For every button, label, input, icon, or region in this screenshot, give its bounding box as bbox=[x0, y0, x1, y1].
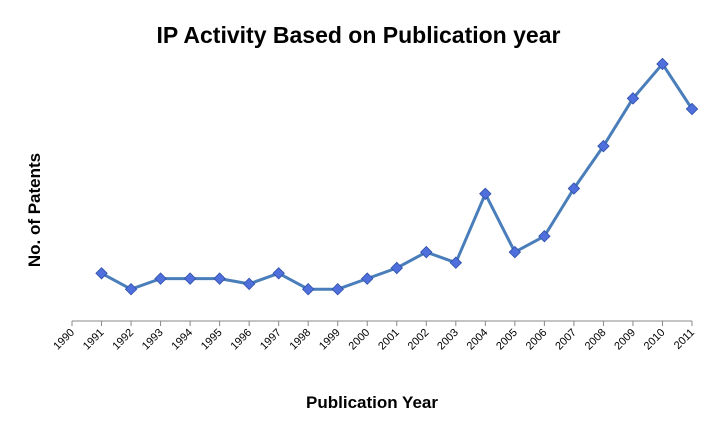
x-tick-label: 2001 bbox=[376, 327, 402, 353]
data-point-marker bbox=[597, 139, 610, 153]
x-tick-label: 2011 bbox=[672, 327, 697, 352]
x-tick-label: 1992 bbox=[110, 327, 136, 353]
x-tick-label: 2002 bbox=[406, 327, 432, 353]
x-tick-label: 2000 bbox=[347, 327, 373, 353]
data-point-marker bbox=[242, 277, 256, 291]
data-point-marker bbox=[508, 245, 522, 259]
data-point-marker bbox=[331, 282, 344, 296]
x-axis-label: Publication Year bbox=[306, 393, 438, 412]
x-tick-label: 1997 bbox=[258, 327, 284, 353]
data-point-marker bbox=[420, 245, 433, 259]
data-point-marker bbox=[124, 282, 138, 296]
x-tick-label: 1996 bbox=[228, 327, 254, 353]
data-point-marker bbox=[685, 102, 699, 116]
x-tick-label: 1994 bbox=[169, 327, 195, 353]
data-point-marker bbox=[154, 272, 167, 285]
data-point-marker bbox=[183, 272, 197, 285]
x-tick-label: 2010 bbox=[642, 327, 668, 353]
x-tick-label: 2003 bbox=[435, 327, 461, 353]
x-tick-label: 1998 bbox=[288, 327, 314, 353]
data-point-marker bbox=[361, 272, 374, 285]
data-point-marker bbox=[95, 267, 108, 280]
x-tick-label: 2009 bbox=[612, 327, 638, 353]
x-tick-label: 2006 bbox=[524, 327, 550, 353]
data-point-marker bbox=[272, 267, 285, 280]
data-point-marker bbox=[479, 187, 492, 201]
x-tick-label: 1999 bbox=[317, 327, 343, 353]
x-tick-label: 1995 bbox=[199, 327, 225, 353]
data-point-marker bbox=[390, 261, 403, 275]
chart-title: IP Activity Based on Publication year bbox=[156, 22, 561, 48]
data-point-marker bbox=[567, 182, 581, 195]
x-tick-label: 2007 bbox=[553, 327, 579, 353]
x-tick-label: 2005 bbox=[494, 327, 520, 353]
data-point-marker bbox=[449, 256, 463, 269]
series-line bbox=[100, 62, 694, 291]
data-point-marker bbox=[538, 229, 551, 243]
x-tick-label: 2008 bbox=[583, 327, 609, 353]
x-tick-label: 2004 bbox=[465, 327, 491, 353]
data-point-marker bbox=[213, 272, 226, 285]
data-point-marker bbox=[626, 92, 640, 105]
x-tick-label: 1993 bbox=[140, 327, 166, 353]
data-point-marker bbox=[301, 282, 315, 296]
x-tick-label: 1990 bbox=[51, 327, 77, 353]
data-point-marker bbox=[656, 57, 669, 71]
x-tick-label: 1991 bbox=[81, 327, 107, 353]
